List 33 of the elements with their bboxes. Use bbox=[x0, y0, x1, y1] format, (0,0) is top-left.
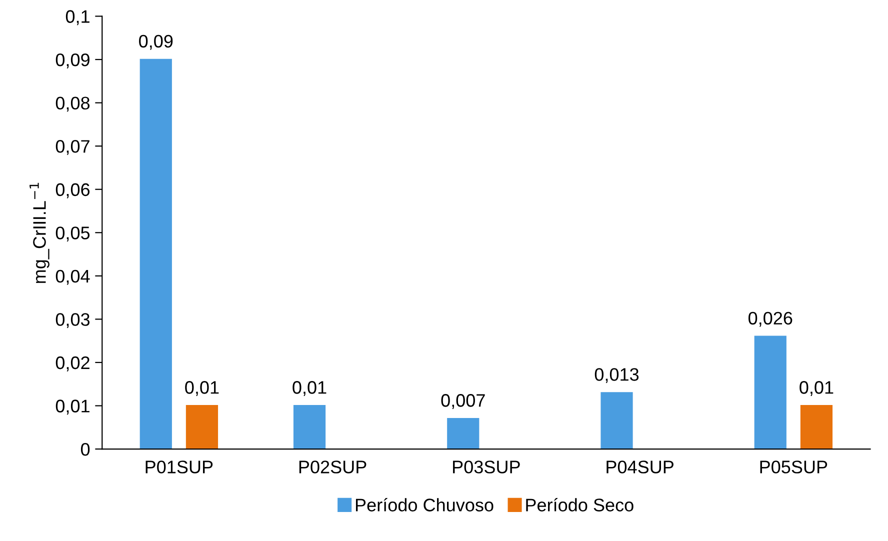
y-tick-label: 0,04 bbox=[56, 270, 90, 285]
data-label: 0,01 bbox=[800, 381, 834, 396]
bar bbox=[600, 392, 633, 450]
legend-label: Período Chuvoso bbox=[356, 498, 494, 512]
y-tick-label: 0,06 bbox=[56, 183, 90, 198]
x-tick-label: P01SUP bbox=[146, 460, 213, 474]
y-tick-label: 0,1 bbox=[66, 10, 90, 26]
y-tick-label: 0,07 bbox=[56, 140, 90, 155]
bar bbox=[447, 418, 480, 450]
data-label: 0,007 bbox=[441, 394, 485, 409]
bar bbox=[754, 336, 786, 450]
x-tick-label: P04SUP bbox=[606, 460, 674, 474]
y-tick-label: 0,02 bbox=[56, 356, 90, 372]
y-axis-title: mg_CrIII.L$^{−1}$ bbox=[30, 182, 50, 283]
y-tick-label: 0,01 bbox=[56, 400, 90, 415]
data-label: 0,01 bbox=[292, 381, 326, 396]
data-label: 0,013 bbox=[594, 368, 639, 383]
bar bbox=[800, 405, 833, 450]
y-tick-label: 0,03 bbox=[56, 313, 90, 328]
x-tick-label: P05SUP bbox=[760, 460, 828, 474]
data-label: 0,09 bbox=[139, 34, 173, 50]
data-label: 0,01 bbox=[185, 381, 219, 396]
data-label: 0,026 bbox=[748, 312, 792, 327]
bar bbox=[293, 405, 326, 450]
y-tick-label: 0,05 bbox=[56, 226, 90, 242]
bar bbox=[140, 58, 172, 450]
legend-label: Período Seco bbox=[526, 498, 634, 512]
y-tick-label: 0 bbox=[80, 442, 90, 456]
y-tick-label: 0,09 bbox=[56, 53, 90, 68]
bar bbox=[186, 405, 218, 450]
x-tick-label: P02SUP bbox=[299, 460, 366, 474]
x-tick-label: P03SUP bbox=[453, 460, 520, 474]
y-tick-label: 0,08 bbox=[56, 96, 90, 112]
